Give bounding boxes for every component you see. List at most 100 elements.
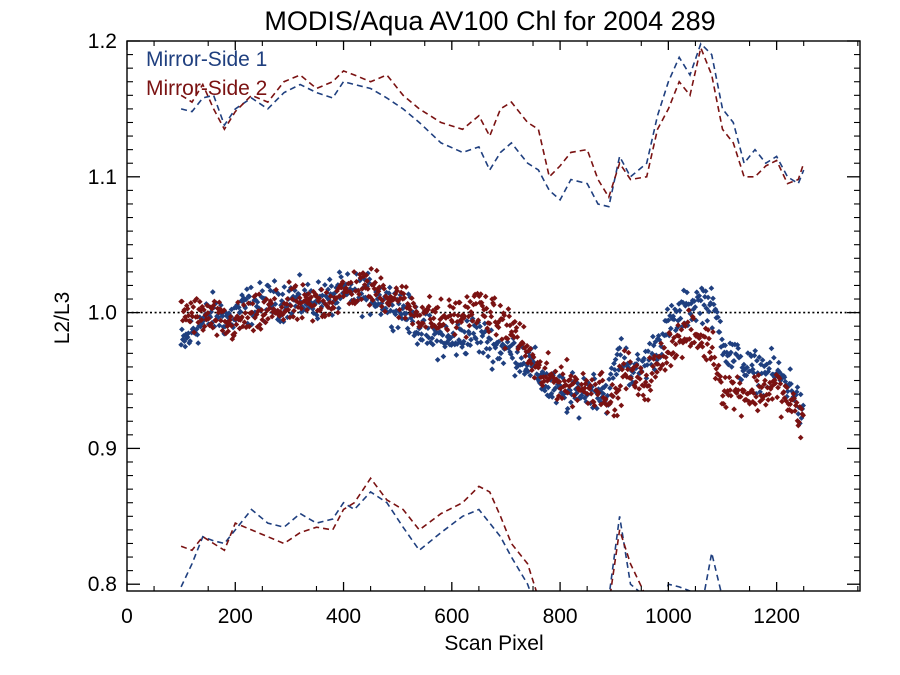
data-point [621, 354, 628, 361]
data-point [609, 381, 616, 388]
data-point [662, 367, 668, 373]
data-point [430, 315, 437, 322]
data-point [706, 349, 713, 356]
data-point [607, 385, 613, 391]
data-point [395, 314, 402, 321]
data-point [430, 341, 436, 348]
data-point [407, 306, 413, 313]
data-point [710, 329, 716, 335]
data-point [559, 371, 566, 377]
data-point [652, 374, 659, 380]
data-point [728, 392, 734, 399]
data-point [632, 384, 638, 390]
data-point [429, 335, 435, 342]
data-point [263, 296, 270, 303]
data-point [188, 309, 195, 316]
data-point [239, 314, 245, 320]
data-point [568, 399, 574, 406]
data-point [187, 338, 193, 344]
data-point [218, 317, 224, 324]
data-point [656, 353, 663, 360]
data-point [308, 294, 314, 301]
data-point [552, 368, 559, 375]
data-point [378, 303, 385, 310]
data-point [256, 291, 262, 298]
data-point [469, 318, 476, 324]
data-point [442, 343, 448, 350]
legend-entry-mirror-side-1: Mirror-Side 1 [146, 48, 267, 71]
data-point [396, 306, 403, 313]
data-point [184, 305, 191, 312]
data-point [558, 364, 565, 370]
data-point [637, 365, 644, 371]
data-point [316, 295, 323, 302]
data-point [650, 333, 656, 340]
data-point [467, 298, 474, 305]
data-point [620, 360, 627, 367]
data-point [365, 286, 371, 292]
data-point [778, 414, 785, 420]
data-point [354, 298, 361, 304]
data-point [722, 342, 729, 349]
data-point [344, 271, 351, 277]
data-point [556, 378, 563, 385]
data-point [599, 377, 606, 384]
data-point [772, 380, 779, 387]
data-point [769, 396, 776, 402]
data-point [726, 374, 733, 381]
data-point [269, 313, 275, 320]
y-tick-label: 1.0 [88, 302, 117, 325]
data-point [564, 356, 570, 363]
data-point [541, 378, 547, 385]
data-point [648, 378, 655, 384]
data-point [613, 371, 620, 378]
data-point [509, 355, 516, 361]
data-point [466, 322, 473, 329]
data-points [178, 265, 807, 441]
data-point [607, 399, 614, 405]
dashed-line-mirror-side-2-upper-bound [180, 45, 805, 200]
data-point [196, 298, 203, 305]
data-point [640, 392, 647, 399]
x-tick-label: 600 [434, 605, 469, 628]
data-point [265, 315, 271, 322]
data-point [500, 360, 507, 367]
data-point [257, 321, 263, 328]
data-point [692, 304, 699, 310]
data-point [618, 335, 625, 342]
data-point [708, 354, 715, 361]
data-point [418, 331, 425, 337]
data-point [257, 326, 264, 332]
y-tick-label: 1.1 [88, 166, 117, 189]
data-point [463, 334, 470, 341]
data-point [275, 291, 282, 298]
data-point [432, 309, 439, 315]
data-point [611, 366, 618, 373]
data-point [780, 389, 787, 395]
data-point [741, 387, 747, 394]
data-point [709, 325, 716, 331]
data-point [271, 295, 278, 302]
data-point [581, 385, 588, 391]
data-point [710, 301, 717, 308]
data-point [408, 295, 415, 302]
data-point [768, 345, 775, 352]
data-point [453, 324, 460, 331]
data-point [248, 284, 254, 291]
data-point [464, 293, 470, 300]
data-point [564, 405, 571, 412]
data-point [693, 289, 700, 296]
data-point [602, 382, 609, 389]
data-point [584, 390, 591, 397]
data-point [376, 284, 383, 291]
data-point [714, 309, 720, 315]
data-point [489, 366, 495, 373]
data-point [672, 341, 679, 348]
data-point [225, 328, 232, 335]
data-point [348, 291, 355, 298]
data-point [403, 310, 409, 317]
data-point [776, 375, 783, 382]
data-point [485, 353, 491, 360]
data-point [241, 319, 248, 326]
data-point [679, 354, 686, 361]
